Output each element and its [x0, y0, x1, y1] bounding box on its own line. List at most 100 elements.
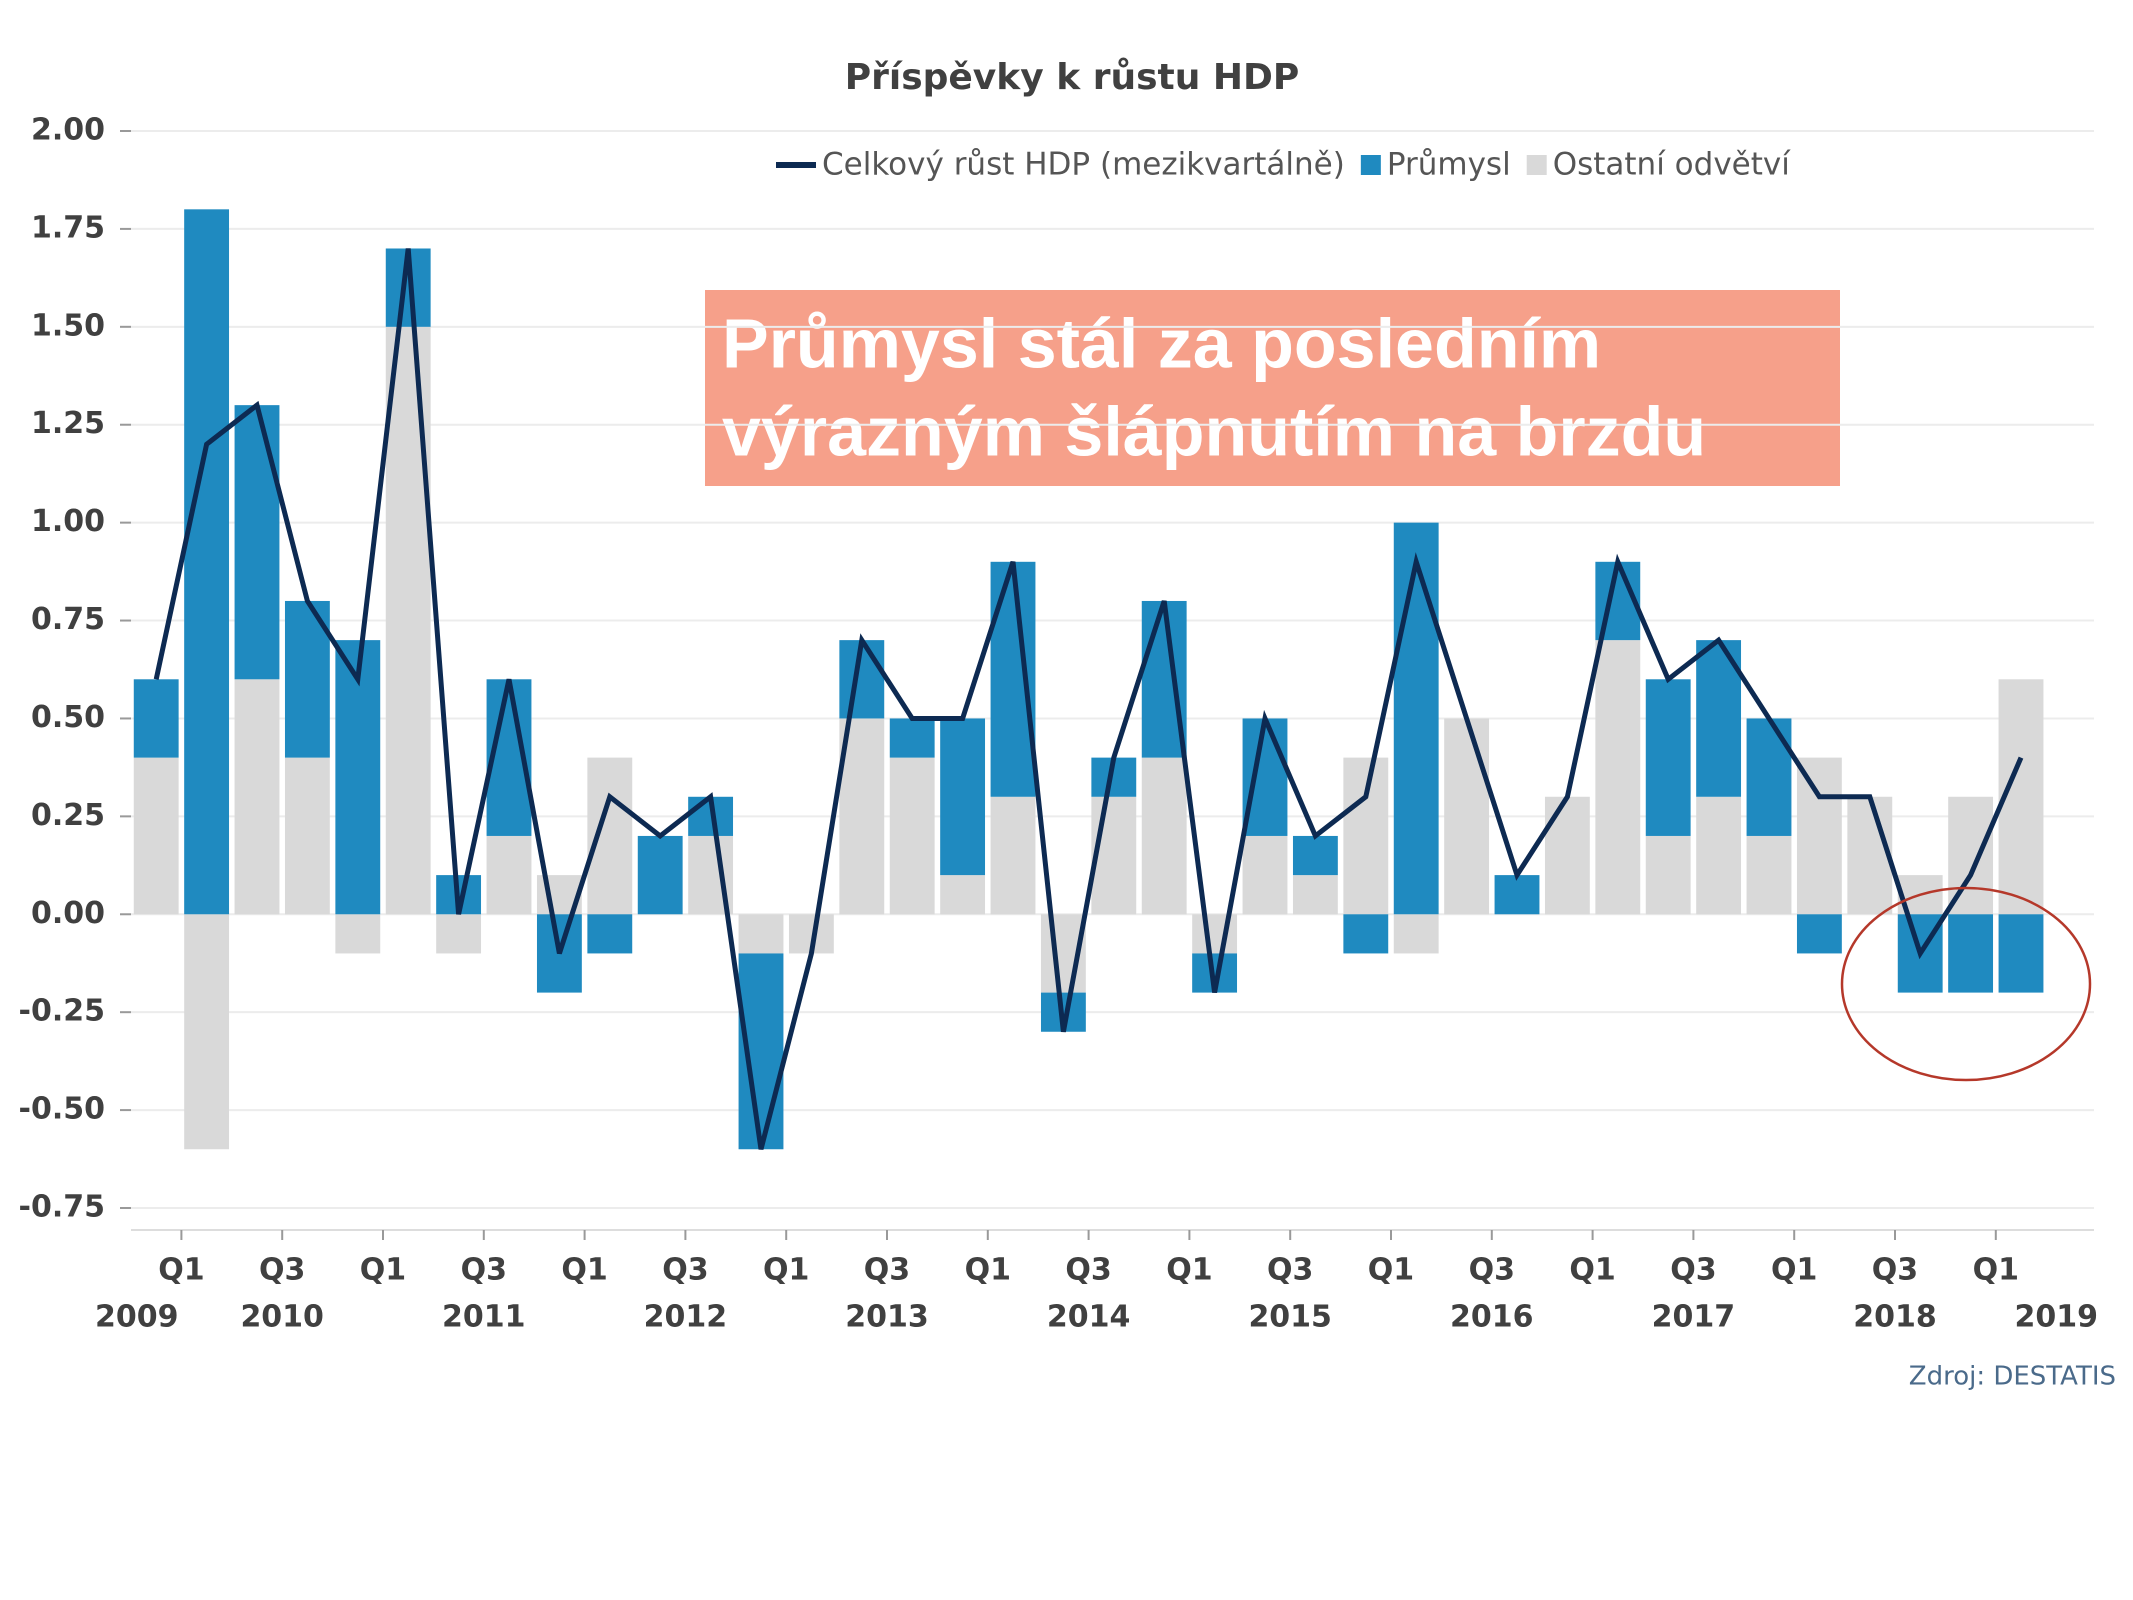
chart-title: Příspěvky k růstu HDP [845, 57, 1300, 98]
bar-segment [1796, 914, 1842, 954]
y-tick-label: 1.00 [31, 504, 105, 539]
x-tick-label: Q1 [561, 1253, 607, 1288]
bar-segment [1343, 914, 1389, 954]
bar-segment [1645, 679, 1691, 836]
bar-segment [436, 914, 482, 954]
y-tick-label: 0.00 [31, 896, 105, 931]
y-tick-label: 0.25 [31, 798, 105, 833]
x-tick-label: Q1 [1368, 1253, 1414, 1288]
bar-segment [1595, 640, 1641, 915]
bar-segment [889, 757, 935, 915]
y-tick-label: 2.00 [31, 113, 105, 148]
x-tick-label: Q1 [1771, 1253, 1817, 1288]
y-tick-label: 1.25 [31, 406, 105, 441]
x-tick-label: Q1 [158, 1253, 204, 1288]
source: Zdroj: DESTATIS [1909, 1362, 2116, 1392]
legend-label: Průmysl [1387, 147, 1511, 183]
x-tick-label: Q3 [1267, 1253, 1313, 1288]
bar-segment [1292, 875, 1338, 915]
bar-segment [184, 209, 230, 915]
bar-segment [637, 835, 683, 915]
x-tick-label: Q3 [461, 1253, 507, 1288]
x-tick-label: Q1 [1973, 1253, 2019, 1288]
year-label: 2012 [644, 1300, 728, 1335]
x-tick-label: Q1 [360, 1253, 406, 1288]
bar-segment [1393, 914, 1439, 954]
bar-segment [234, 405, 280, 680]
year-label: 2010 [240, 1300, 324, 1335]
bar-segment [1847, 796, 1893, 915]
x-tick-label: Q1 [1166, 1253, 1212, 1288]
bar-segment [839, 718, 885, 915]
bar-segment [990, 561, 1036, 797]
y-tick-label: 1.50 [31, 308, 105, 343]
bar-segment [1393, 522, 1439, 915]
bar-segment [889, 718, 935, 758]
x-tick-label: Q1 [1569, 1253, 1615, 1288]
annotation-box [705, 290, 1840, 486]
year-label: 2015 [1248, 1300, 1332, 1335]
bar-segment [587, 914, 633, 954]
bar-segment [234, 679, 280, 915]
line-series [153, 248, 2024, 1150]
legend-swatch [1360, 155, 1381, 175]
year-label: 2019 [2015, 1300, 2099, 1335]
bar-segment [1948, 914, 1994, 993]
annotation-text: výrazným šlápnutím na brzdu [722, 392, 1706, 470]
bar-segment [940, 718, 986, 876]
year-label: 2011 [442, 1300, 526, 1335]
bar-segment [1998, 914, 2044, 993]
x-tick-label: Q3 [1670, 1253, 1716, 1288]
year-label: 2013 [845, 1300, 929, 1335]
bar-segment [1544, 796, 1590, 915]
bar-segment [990, 796, 1036, 915]
year-label: 2009 [95, 1300, 179, 1335]
bar-segment [133, 679, 179, 758]
y-tick-label: -0.50 [19, 1092, 105, 1127]
legend-swatch [1526, 155, 1547, 175]
bar-segment [1746, 835, 1792, 915]
bar-segment [335, 914, 381, 954]
bar-segment [133, 757, 179, 915]
bar-segment [284, 757, 330, 915]
x-tick-label: Q1 [763, 1253, 809, 1288]
bar-segment [940, 875, 986, 915]
x-tick-label: Q3 [259, 1253, 305, 1288]
legend-label: Celkový růst HDP (mezikvartálně) [822, 147, 1345, 183]
year-label: 2016 [1450, 1300, 1534, 1335]
bar-segment [1292, 835, 1338, 876]
bar-segment [1746, 718, 1792, 836]
x-tick-label: Q3 [1065, 1253, 1111, 1288]
bar-segment [1242, 718, 1288, 836]
bar-segment [385, 326, 431, 915]
bar-segment [184, 914, 230, 1150]
bar-segment [1444, 718, 1490, 915]
bar-segment [1494, 875, 1540, 915]
y-tick-label: 0.50 [31, 700, 105, 735]
bar-segment [335, 640, 381, 915]
bar-segment [1645, 835, 1691, 915]
y-tick-label: -0.25 [19, 994, 105, 1029]
bar-segment [1796, 757, 1842, 915]
bar-segment [1242, 835, 1288, 915]
x-tick-label: Q3 [1872, 1253, 1918, 1288]
plot: -0.75 -0.50 -0.25 0.00 0.25 0.50 0.75 1.00 1.25 1… [19, 113, 2099, 1335]
y-tick-label: 1.75 [31, 210, 105, 245]
bar-segment [486, 835, 532, 915]
bar-segment [1696, 796, 1742, 915]
x-tick-label: Q3 [662, 1253, 708, 1288]
x-tick-label: Q3 [1469, 1253, 1515, 1288]
year-label: 2014 [1047, 1300, 1131, 1335]
y-tick-label: 0.75 [31, 602, 105, 637]
x-tick-label: Q1 [965, 1253, 1011, 1288]
bar-segment [1343, 757, 1389, 915]
year-label: 2018 [1853, 1300, 1937, 1335]
year-label: 2017 [1652, 1300, 1736, 1335]
legend-label: Ostatní odvětví [1553, 147, 1792, 183]
highlight-circle [1840, 886, 2092, 1082]
x-tick-label: Q3 [864, 1253, 910, 1288]
annotation-text: Průmysl stál za posledním [722, 304, 1601, 382]
bar-segment [738, 914, 784, 954]
bar-segment [1091, 796, 1137, 915]
